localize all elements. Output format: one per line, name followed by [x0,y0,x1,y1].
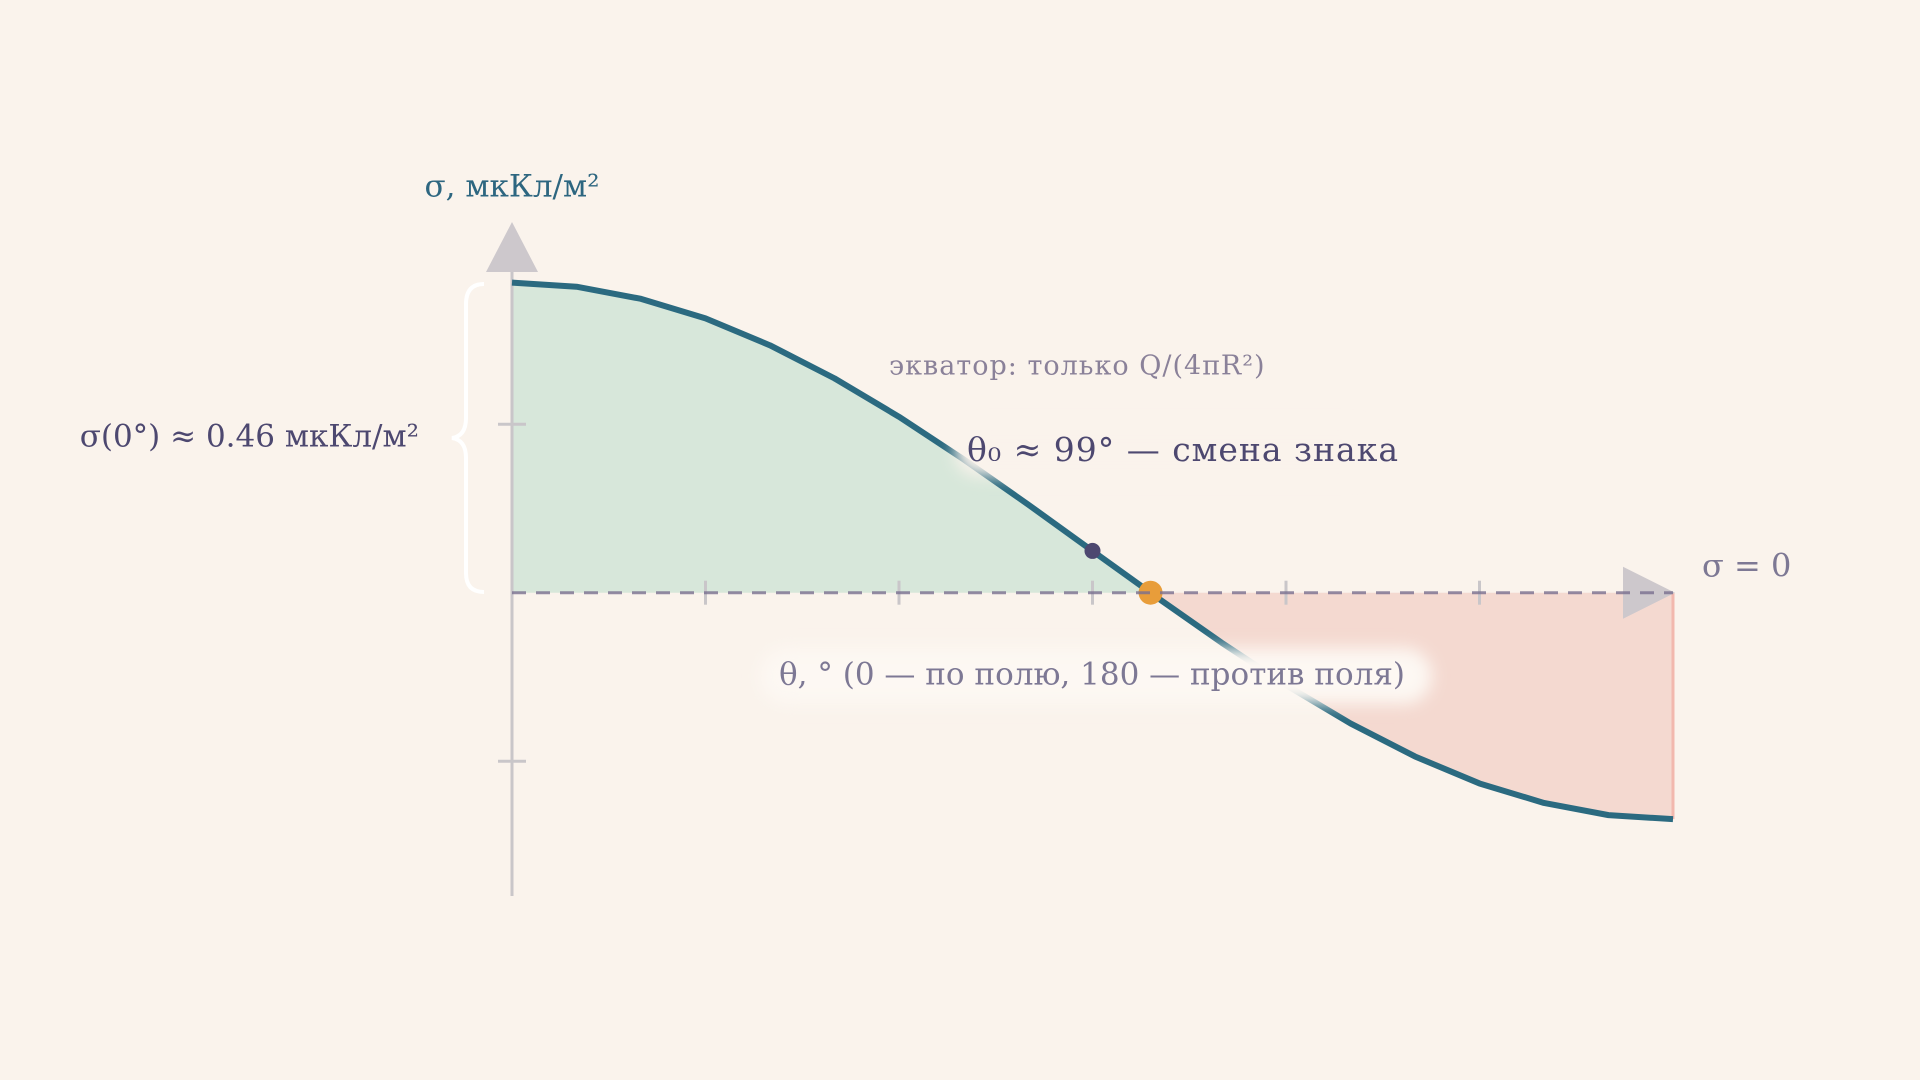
highlight-point [1138,580,1163,605]
annotation: θ₀ ≈ 99° — смена знака [967,430,1399,469]
curve [511,279,1674,823]
highlight-point [1084,542,1101,559]
positive-area [512,282,1151,593]
annotation: σ(0°) ≈ 0.46 мкКл/м² [80,419,419,455]
y-axis-label: σ, мкКл/м² [424,169,599,205]
y-axis-arrow [486,222,538,272]
annotation: σ = 0 [1702,547,1791,585]
label-glow [760,648,1432,704]
annotation: экватор: только Q/(4πR²) [889,351,1266,382]
x-axis-label: θ, ° (0 — по полю, 180 — против поля) [779,657,1405,693]
label-glow [955,428,1375,476]
brace [451,282,485,594]
